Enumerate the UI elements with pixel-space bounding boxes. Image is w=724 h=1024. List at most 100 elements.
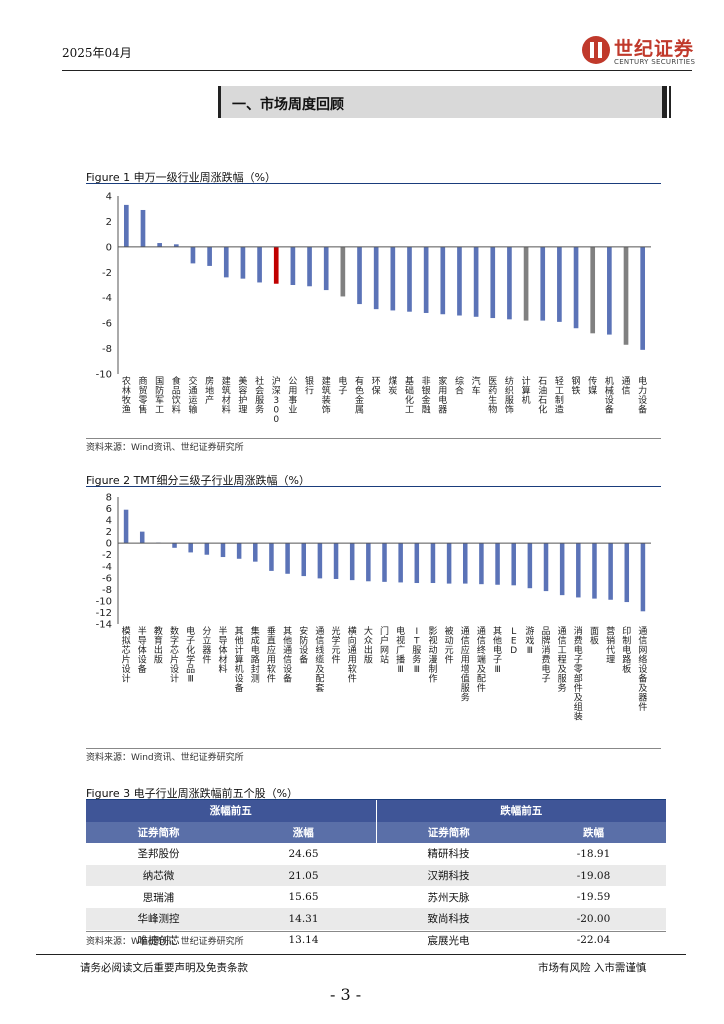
- logo-chinese-name: 世纪证券: [614, 38, 695, 60]
- figure1-x-tick-label: 综合: [455, 375, 464, 397]
- figure1-x-tick-label: 轻工制造: [555, 375, 564, 416]
- figure1-bar: [307, 246, 312, 287]
- loser-value: -22.04: [576, 934, 611, 947]
- loser-value: -19.59: [576, 891, 611, 904]
- figure1-x-tick-label: 沪深 3 0 0: [272, 375, 281, 425]
- figure2-bar: [301, 543, 307, 577]
- figure1-x-tick-label: 传媒: [588, 375, 597, 397]
- gainers-header: 涨幅前五: [209, 805, 252, 818]
- figure2-bar: [349, 543, 355, 581]
- figure1-x-tick-label: 通信: [622, 376, 631, 397]
- figure1-bar: [523, 246, 529, 321]
- figure1-bar: [540, 246, 546, 321]
- figure2-y-tick-label: -2: [102, 550, 112, 561]
- losers-header: 跌幅前五: [375, 800, 666, 822]
- figure2-bar: [462, 543, 468, 584]
- figure1-x-tick-label: 石油石化: [538, 377, 547, 416]
- gainer-value: 15.65: [288, 891, 319, 904]
- gainer-name: 思瑞浦: [142, 891, 175, 904]
- figure2-bar: [236, 543, 242, 559]
- loser-name: 精研科技: [427, 848, 470, 861]
- figure2-x-tick-label: 通信线缆及配套: [315, 626, 324, 694]
- figure2-y-tick-label: -10: [96, 596, 112, 607]
- footer-disclaimer: 请务必阅读文后重要声明及免责条款: [80, 962, 248, 974]
- figure2-bar: [576, 543, 581, 598]
- figure1-bar: [490, 246, 496, 319]
- header-divider: [62, 70, 692, 71]
- figure2-bar: [446, 543, 452, 584]
- loser-value: -19.08: [521, 864, 666, 887]
- figure1-title: Figure 1 申万一级行业周涨跌幅（%）: [86, 171, 277, 184]
- figure1-source: 资料来源：Wind资讯、世纪证券研究所: [86, 443, 244, 453]
- figure1-bar: [190, 246, 196, 264]
- figure2-x-tick-label: 影视动漫制作: [428, 626, 437, 685]
- figure1-bar: [223, 246, 229, 278]
- figure2-x-tick-label: 其他电子 Ⅲ: [493, 626, 502, 675]
- figure2-x-tick-label: 半导体材料: [218, 625, 227, 675]
- figure1-bar: [207, 246, 212, 266]
- figure1-x-tick-label: 非银金融: [422, 375, 431, 416]
- figure1-bar: [457, 246, 462, 316]
- figure2-bar: [527, 543, 533, 589]
- figure2-x-tick-label: 其他通信设备: [283, 626, 292, 685]
- figure1-x-tick-label: 银行: [305, 375, 314, 397]
- figure2-y-tick-label: -12: [96, 608, 112, 619]
- gainer-name: 纳芯微: [86, 864, 231, 887]
- figure2-x-tick-label: 大众出版: [364, 625, 373, 666]
- figure1-x-tick-label: 建筑装饰: [322, 375, 331, 416]
- figure1-x-tick-label: 社会服务: [255, 375, 264, 416]
- figure1-bar: [590, 246, 596, 334]
- figure1-y-tick-label: 4: [106, 192, 112, 203]
- figure2-y-tick-label: 8: [106, 493, 112, 504]
- figure1-bar: [507, 246, 512, 320]
- figure2-x-tick-label: 通信工程及服务: [558, 626, 567, 694]
- figure2-x-tick-label: 品牌消费电子: [542, 626, 551, 685]
- figure1-x-tick-label: 国防军工: [155, 376, 164, 416]
- figure2-x-tick-label: 模拟芯片设计: [122, 626, 131, 685]
- figure2-bar: [269, 543, 274, 571]
- figure1-y-tick-label: -10: [96, 370, 112, 381]
- figure1-bar: [390, 246, 396, 311]
- footer-risk-notice: 市场有风险 入市需谨慎: [538, 962, 647, 974]
- figure1-x-tick-label: 食品饮料: [172, 375, 181, 416]
- figure2-bar: [139, 531, 145, 544]
- figure2-bar: [253, 543, 258, 562]
- loser-name: 宸展光电: [427, 934, 470, 947]
- figure2-bar: [172, 543, 177, 548]
- section-title: 一、市场周度回顾: [232, 97, 344, 113]
- figure2-bar: [366, 543, 371, 582]
- figure2-bar: [123, 509, 129, 544]
- figure2-title-rule: [86, 486, 661, 487]
- figure2-x-tick-label: 其他计算机设备: [235, 626, 244, 694]
- figure3-source-rule: [86, 931, 666, 932]
- figure1-y-tick-label: -4: [102, 293, 112, 304]
- figure2-x-tick-label: 通信网络设备及器件: [638, 626, 647, 713]
- table-row: 思瑞浦 15.65 苏州天脉 -19.59: [86, 886, 666, 908]
- figure2-source-rule: [86, 748, 661, 749]
- figure2-x-tick-label: 光学元件: [332, 625, 341, 666]
- figure2-x-tick-label: 集成电路封测: [251, 625, 260, 685]
- figure1-bar: [623, 246, 629, 345]
- footer-divider: [36, 954, 686, 955]
- gainer-name: 唯捷创芯: [137, 934, 180, 947]
- figure1-x-tick-label: 电力设备: [638, 375, 647, 416]
- figure1-x-tick-label: 家用电器: [438, 375, 447, 416]
- top-stocks-table: 涨幅前五 跌幅前五 证券简称 涨幅 证券简称 跌幅 圣邦股份 24.65 精研科…: [86, 800, 666, 951]
- gainer-value: 13.14: [288, 934, 319, 947]
- figure1-x-tick-label: 商贸零售: [138, 375, 147, 416]
- figure1-x-tick-label: 电子: [338, 375, 347, 397]
- figure1-bar: [607, 246, 612, 335]
- gainer-value: 21.05: [231, 864, 376, 887]
- figure2-x-tick-label: 安防设备: [299, 625, 308, 666]
- col-gainer-name: 证券简称: [137, 826, 180, 839]
- loser-value: -20.00: [521, 907, 666, 930]
- gainer-name: 华峰测控: [86, 907, 231, 930]
- figure2-x-tick-label: 消费电子零部件及组装: [574, 625, 583, 723]
- figure1-chart: 4 2 0 -2 -4 -6 -8 -10 农林牧渔商贸零售国防军工食品饮料交通运输房地产建筑材…: [96, 192, 651, 425]
- figure2-y-tick-label: -14: [96, 620, 112, 631]
- figure1-bar: [640, 246, 646, 350]
- table-row: 唯捷创芯 13.14 宸展光电 -22.04: [86, 930, 666, 952]
- figure1-bar: [157, 243, 162, 247]
- table-column-header-row: 证券简称 涨幅 证券简称 跌幅: [86, 821, 666, 844]
